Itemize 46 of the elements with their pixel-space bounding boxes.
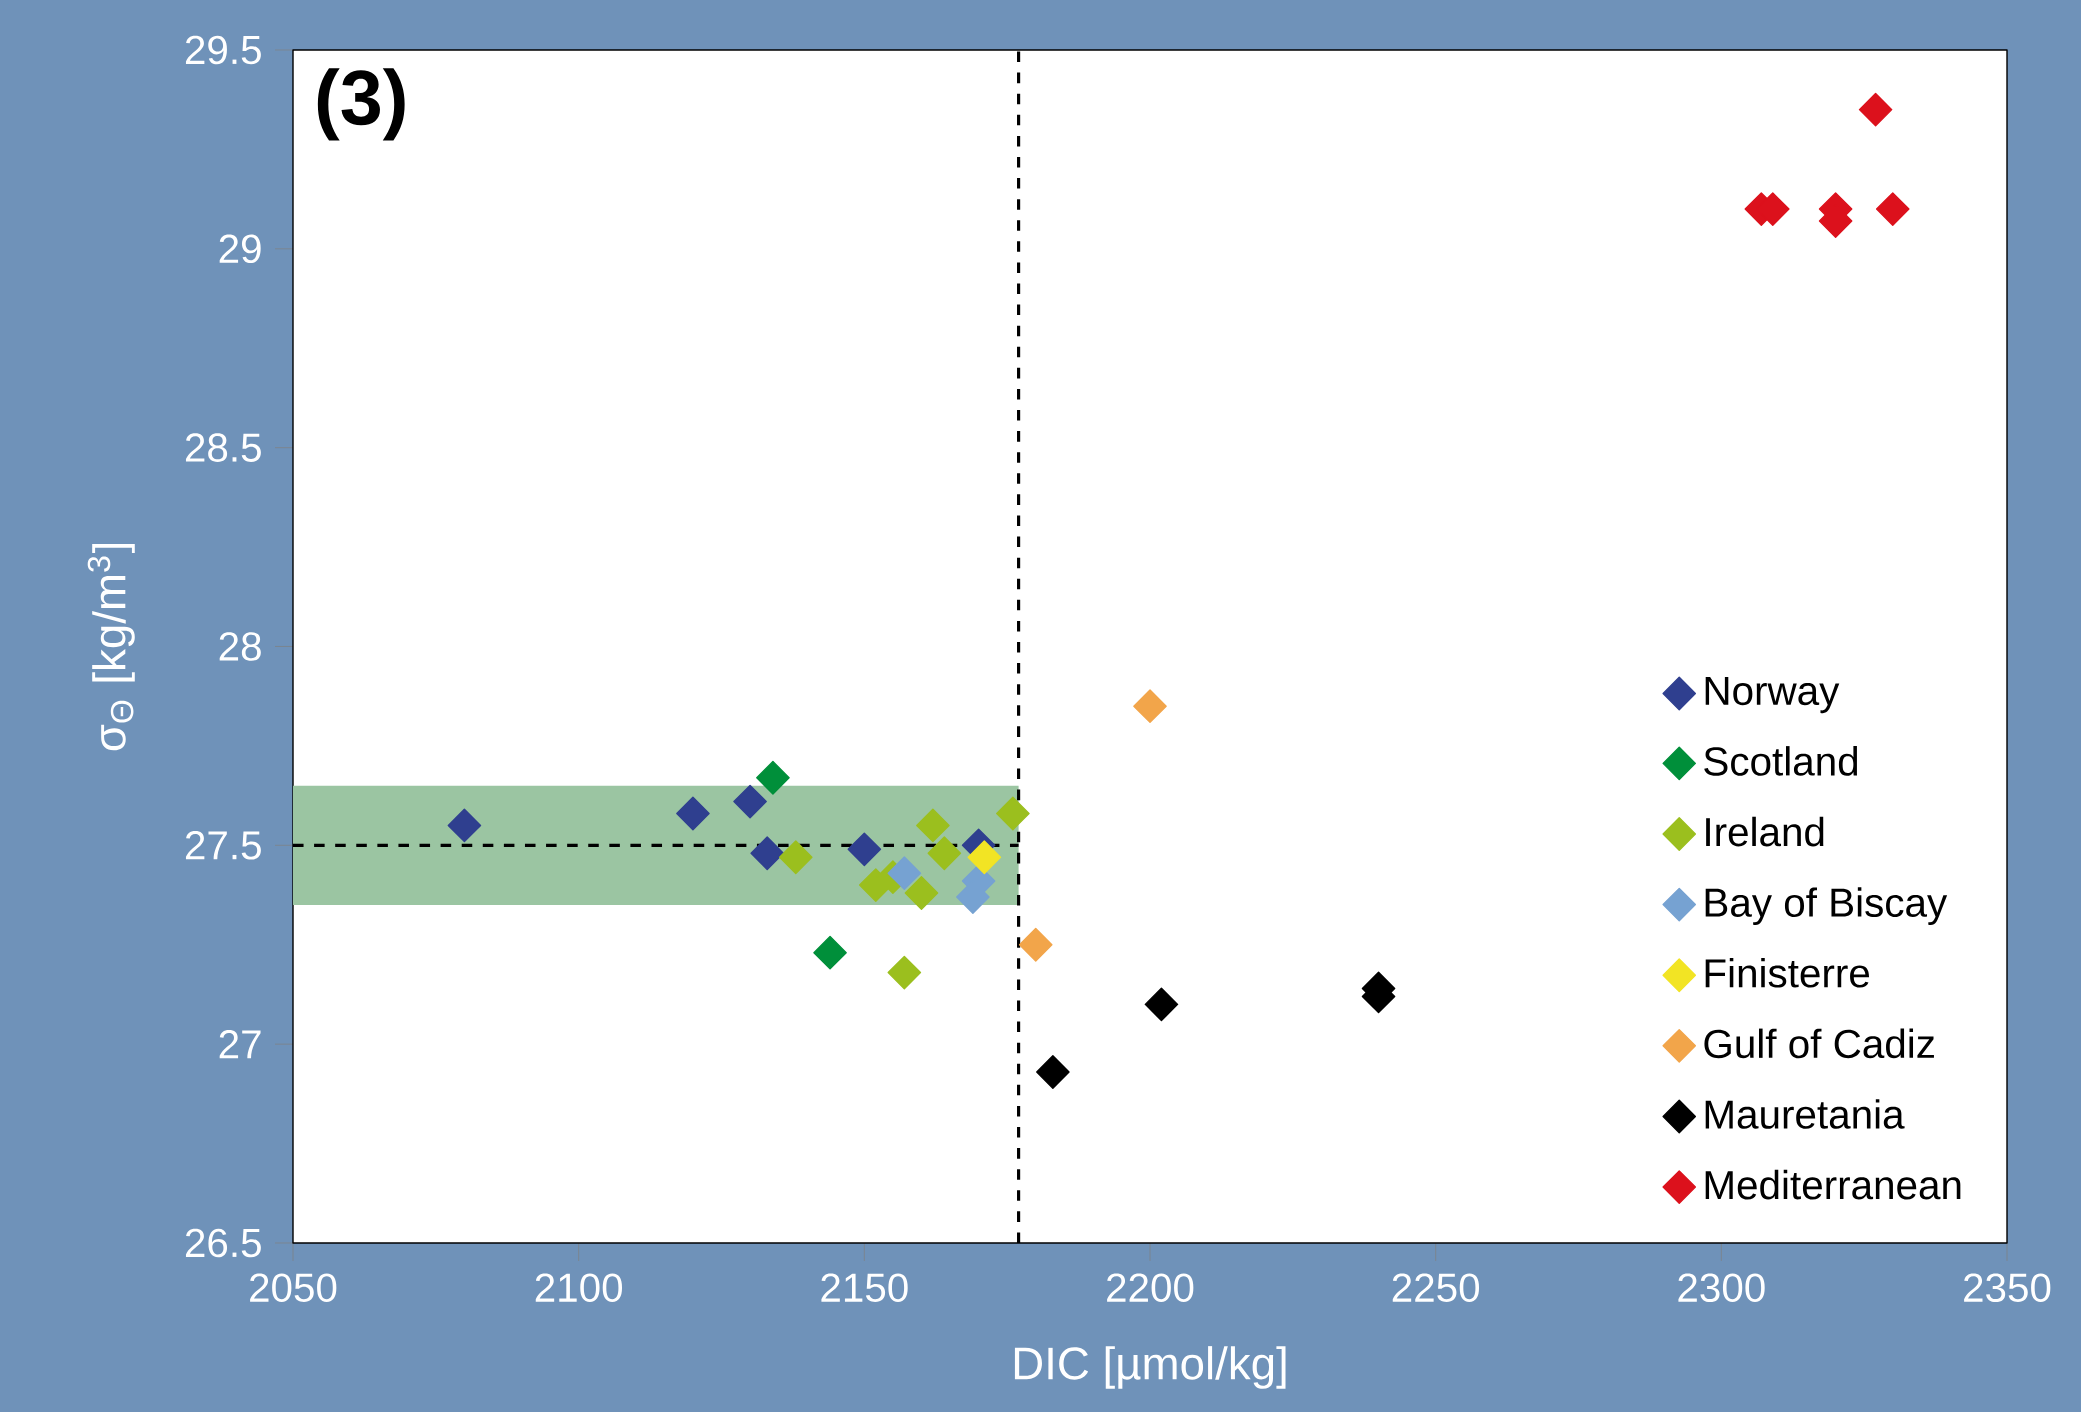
- y-tick-label: 29.5: [185, 35, 261, 65]
- point: [1133, 689, 1167, 723]
- y-tick-label: 27: [219, 1030, 261, 1059]
- point: [1858, 92, 1893, 127]
- legend-label: Norway: [1705, 676, 1840, 714]
- point: [1036, 1055, 1070, 1089]
- point: [750, 836, 785, 871]
- point: [996, 796, 1030, 831]
- point: [733, 784, 767, 819]
- x-axis-title: DIC [µmol/kg]: [1014, 1346, 1286, 1389]
- point: [447, 808, 482, 843]
- point: [916, 808, 950, 843]
- point: [967, 840, 1002, 875]
- annotation: (3): [317, 68, 405, 141]
- point: [904, 876, 939, 910]
- x-tick-label: 2350: [1964, 1273, 2051, 1303]
- legend-label: Scotland: [1704, 746, 1858, 776]
- point: [847, 832, 882, 867]
- point: [927, 836, 962, 871]
- y-tick-label: 28.5: [185, 433, 261, 462]
- y-tick-label: 26.5: [185, 1228, 261, 1258]
- x-tick-label: 2250: [1392, 1273, 1480, 1303]
- x-tick-label: 2100: [535, 1273, 623, 1303]
- y-tick-label: 27.5: [185, 831, 261, 860]
- point: [756, 760, 790, 795]
- point: [887, 955, 922, 990]
- legend-label: Ireland: [1706, 816, 1824, 847]
- point: [676, 796, 710, 831]
- point: [813, 935, 847, 970]
- legend-label: Gulf of Cadiz: [1704, 1028, 1934, 1059]
- point: [1018, 927, 1053, 962]
- x-tick-label: 2150: [821, 1273, 908, 1303]
- legend-label: Finisterre: [1705, 957, 1870, 988]
- x-tick-label: 2200: [1107, 1273, 1194, 1303]
- x-tick-label: 2050: [250, 1273, 337, 1303]
- x-tick-label: 2300: [1678, 1273, 1765, 1303]
- point: [1144, 987, 1179, 1022]
- y-tick-label: 29: [219, 234, 261, 264]
- legend-label: Bay of Biscay: [1705, 887, 1948, 925]
- y-tick-label: 28: [219, 632, 261, 661]
- legend-label: Mauretania: [1705, 1099, 1905, 1129]
- y-axis-title: σ$_{Θ}$ [kg/m$^{3}$]: [87, 544, 135, 751]
- point: [1875, 192, 1910, 226]
- legend-label: Mediterranean: [1705, 1169, 1961, 1200]
- point: [778, 840, 813, 875]
- point: [887, 856, 922, 891]
